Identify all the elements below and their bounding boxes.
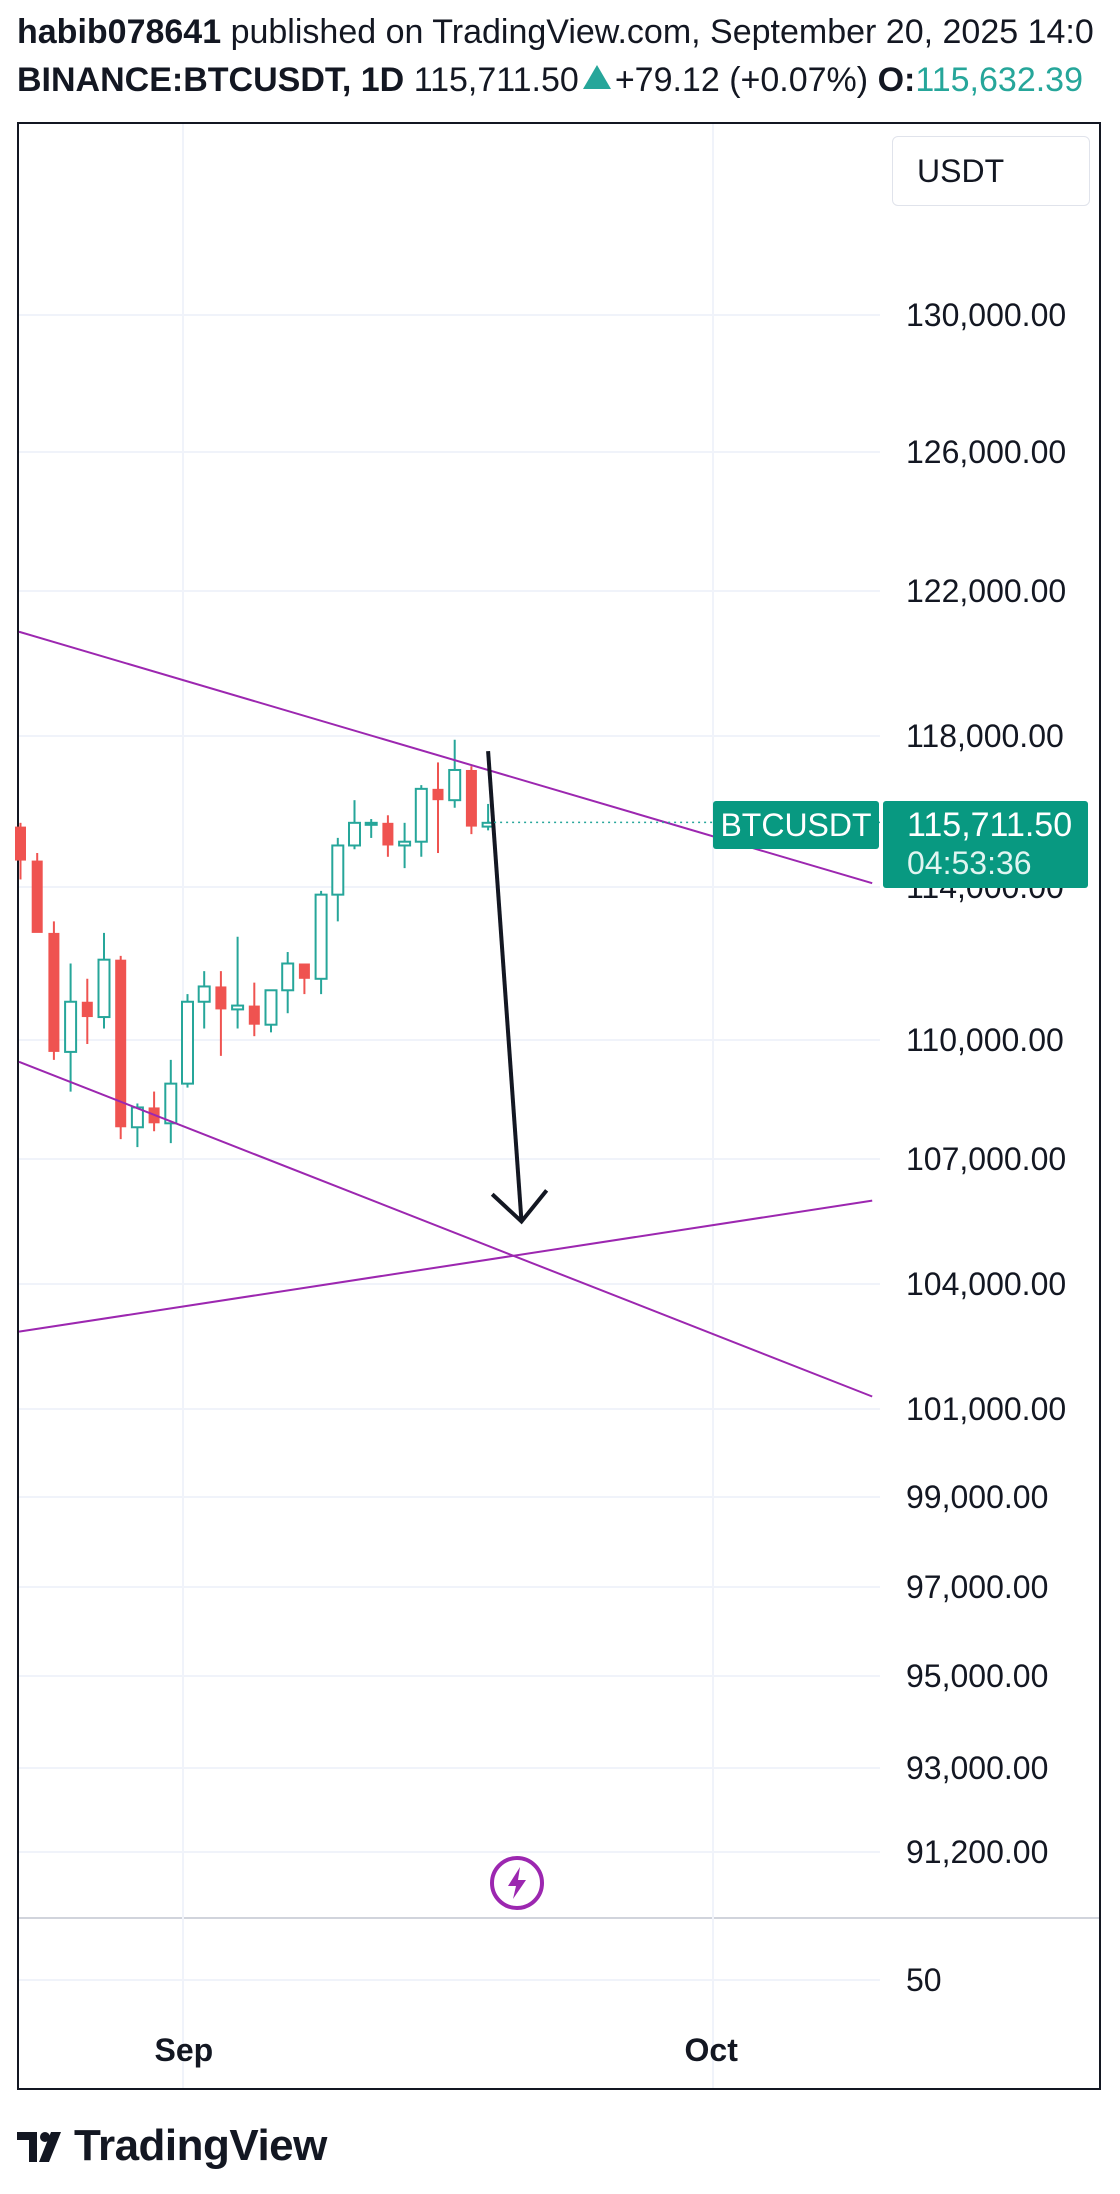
candle-body — [248, 1005, 260, 1025]
tradingview-logo-icon — [17, 2132, 61, 2162]
price-scale-label: 101,000.00 — [906, 1391, 1067, 1427]
candle-body — [81, 1001, 93, 1018]
last-price: 115,711.50 — [413, 61, 579, 99]
candle-body — [432, 788, 444, 801]
candle-body — [231, 1004, 245, 1011]
price-scale-label: 50 — [906, 1962, 942, 1998]
candle-body — [314, 893, 328, 980]
author-name: habib078641 — [17, 13, 222, 51]
candle-body — [281, 962, 295, 992]
candle-body — [348, 821, 361, 847]
trendline — [18, 1199, 873, 1333]
price-scale-label: 93,000.00 — [906, 1750, 1049, 1786]
candle-body — [448, 768, 462, 802]
price-scale-label: 99,000.00 — [906, 1479, 1049, 1515]
arrow-line — [486, 750, 524, 1222]
candle-body — [465, 769, 477, 827]
candle-body — [48, 932, 60, 1052]
candle-body — [97, 958, 111, 1019]
price-scale-label: 104,000.00 — [906, 1266, 1067, 1302]
candle-body — [382, 822, 394, 846]
lightning-icon[interactable] — [489, 1855, 545, 1911]
candle-body — [31, 860, 43, 933]
symbol-label: BINANCE:BTCUSDT, 1D — [17, 61, 405, 99]
tradingview-logo-text: TradingView — [74, 2121, 327, 2170]
price-scale-label: 126,000.00 — [906, 434, 1067, 470]
price-scale-label: 97,000.00 — [906, 1569, 1049, 1605]
open-value: 115,632.39 — [915, 61, 1083, 99]
candle-body — [364, 821, 378, 826]
time-scale-label: Sep — [154, 2032, 214, 2068]
price-tag-price: 115,711.50 — [907, 806, 1073, 844]
up-triangle-icon — [582, 65, 611, 89]
candle-body — [64, 1000, 78, 1053]
price-scale-label: 122,000.00 — [906, 573, 1067, 609]
candle-body — [414, 787, 428, 843]
candle-body — [298, 963, 310, 979]
candle-body — [215, 986, 227, 1010]
publish-text: published on TradingView.com, September … — [230, 13, 1094, 51]
publish-info: habib078641 published on TradingView.com… — [17, 10, 1117, 54]
symbol-info: BINANCE:BTCUSDT, 1D 115,711.50 +79.12 (+0… — [17, 58, 1117, 102]
open-label: O: — [877, 61, 916, 99]
candle-body — [264, 989, 278, 1026]
price-scale-label: 95,000.00 — [906, 1658, 1049, 1694]
price-tag: 115,711.50 04:53:36 — [883, 801, 1088, 888]
price-tag-countdown: 04:53:36 — [907, 845, 1032, 881]
trendline — [18, 1060, 873, 1398]
candle-body — [164, 1082, 178, 1125]
candle-body — [15, 826, 26, 861]
arrow-head — [490, 1189, 549, 1225]
price-scale-label: 107,000.00 — [906, 1141, 1067, 1177]
price-scale-label: 118,000.00 — [906, 718, 1064, 754]
candle-body — [331, 844, 345, 896]
price-change: +79.12 (+0.07%) — [614, 61, 869, 99]
currency-selector[interactable]: USDT — [892, 136, 1090, 206]
time-scale-label: Oct — [684, 2032, 738, 2068]
chart-frame — [17, 122, 1101, 2090]
price-scale-label: 110,000.00 — [906, 1022, 1064, 1058]
symbol-tag: BTCUSDT — [713, 801, 879, 849]
candle-body — [398, 840, 412, 847]
candle-body — [115, 959, 127, 1128]
price-scale-label: 130,000.00 — [906, 297, 1067, 333]
candle-body — [197, 985, 211, 1003]
price-scale-label: 91,200.00 — [906, 1834, 1049, 1870]
candle-body — [181, 1000, 194, 1085]
